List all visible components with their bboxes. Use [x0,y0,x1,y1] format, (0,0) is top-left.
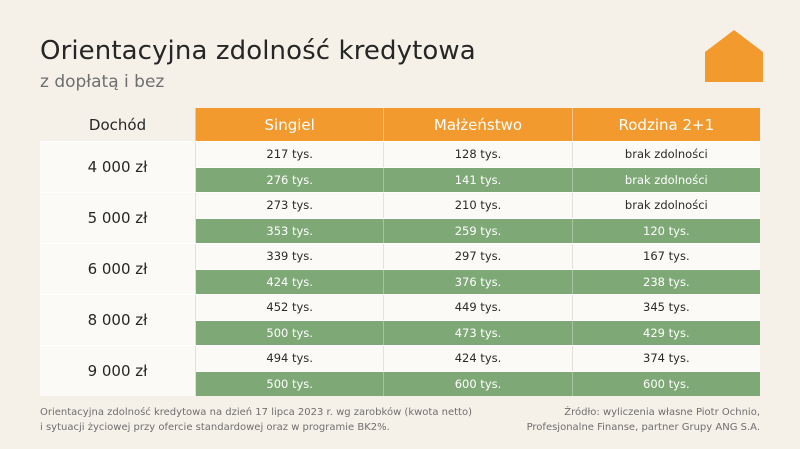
table-cell: brak zdolności [571,142,760,167]
table-cell: 374 tys. [571,346,760,371]
footnote: Orientacyjna zdolność kredytowa na dzień… [40,405,472,435]
income-label: 8 000 zł [40,295,196,345]
table-cell: brak zdolności [571,167,760,192]
table-cell: 238 tys. [571,269,760,294]
table-cell: 500 tys. [266,376,313,391]
income-group: 6 000 zł 339 tys. 297 tys. 167 tys. 424 … [40,243,760,294]
table-cell: 273 tys. [266,198,313,213]
income-label: 4 000 zł [40,142,196,192]
table-cell: 429 tys. [571,320,760,345]
income-label: 6 000 zł [40,244,196,294]
table-cell: 449 tys. [383,295,571,320]
source-line: Profesjonalne Finanse, partner Grupy ANG… [526,422,760,433]
table-cell: 128 tys. [383,142,571,167]
income-group: 9 000 zł 494 tys. 424 tys. 374 tys. 500 … [40,345,760,396]
income-group: 5 000 zł 273 tys. 210 tys. brak zdolnośc… [40,192,760,243]
table-cell: 376 tys. [383,269,571,294]
income-group: 8 000 zł 452 tys. 449 tys. 345 tys. 500 … [40,294,760,345]
row-header-label: Dochód [88,115,147,134]
table-cell: 339 tys. [266,249,313,264]
table-row-with-subsidy: 353 tys. 259 tys. 120 tys. [196,217,760,243]
table-row-without-subsidy: 494 tys. 424 tys. 374 tys. [196,346,760,371]
table-cell: 217 tys. [266,147,313,162]
table-row-with-subsidy: 276 tys. 141 tys. brak zdolności [196,166,760,192]
source-line: Źródło: wyliczenia własne Piotr Ochnio, [564,407,760,418]
table-cell: 345 tys. [571,295,760,320]
table-cell: 600 tys. [383,371,571,396]
column-header-rodzina: Rodzina 2+1 [571,108,760,141]
table-row-without-subsidy: 273 tys. 210 tys. brak zdolności [196,193,760,218]
table-cell: 424 tys. [383,346,571,371]
column-header-malzenstwo: Małżeństwo [383,108,572,141]
footnote-line: i sytuacji życiowej przy ofercie standar… [40,422,390,433]
table-cell: brak zdolności [571,193,760,218]
table-cell: 494 tys. [266,351,313,366]
table-header: Dochód Singiel Małżeństwo Rodzina 2+1 [40,108,760,141]
table-cell: 500 tys. [266,325,313,340]
table-cell: 353 tys. [266,223,313,238]
credit-table: Dochód Singiel Małżeństwo Rodzina 2+1 4 … [40,108,760,396]
table-cell: 600 tys. [571,371,760,396]
footnote-line: Orientacyjna zdolność kredytowa na dzień… [40,407,472,418]
table-cell: 120 tys. [571,218,760,243]
column-header-singiel: Singiel [195,108,384,141]
table-cell: 424 tys. [266,274,313,289]
income-label: 5 000 zł [40,193,196,243]
table-cell: 259 tys. [383,218,571,243]
table-cell: 473 tys. [383,320,571,345]
income-group: 4 000 zł 217 tys. 128 tys. brak zdolnośc… [40,141,760,192]
table-row-with-subsidy: 500 tys. 600 tys. 600 tys. [196,370,760,396]
source-note: Źródło: wyliczenia własne Piotr Ochnio, … [527,405,760,435]
table-row-with-subsidy: 424 tys. 376 tys. 238 tys. [196,268,760,294]
table-row-with-subsidy: 500 tys. 473 tys. 429 tys. [196,319,760,345]
table-cell: 452 tys. [266,300,313,315]
table-cell: 167 tys. [571,244,760,269]
table-row-without-subsidy: 452 tys. 449 tys. 345 tys. [196,295,760,320]
table-cell: 141 tys. [383,167,571,192]
table-row-without-subsidy: 339 tys. 297 tys. 167 tys. [196,244,760,269]
table-cell: 210 tys. [383,193,571,218]
income-label: 9 000 zł [40,346,196,396]
table-row-without-subsidy: 217 tys. 128 tys. brak zdolności [196,142,760,167]
table-cell: 297 tys. [383,244,571,269]
house-icon [705,30,763,82]
page-subtitle: z dopłatą i bez [40,72,165,92]
page-title: Orientacyjna zdolność kredytowa [40,36,476,66]
table-cell: 276 tys. [266,172,313,187]
